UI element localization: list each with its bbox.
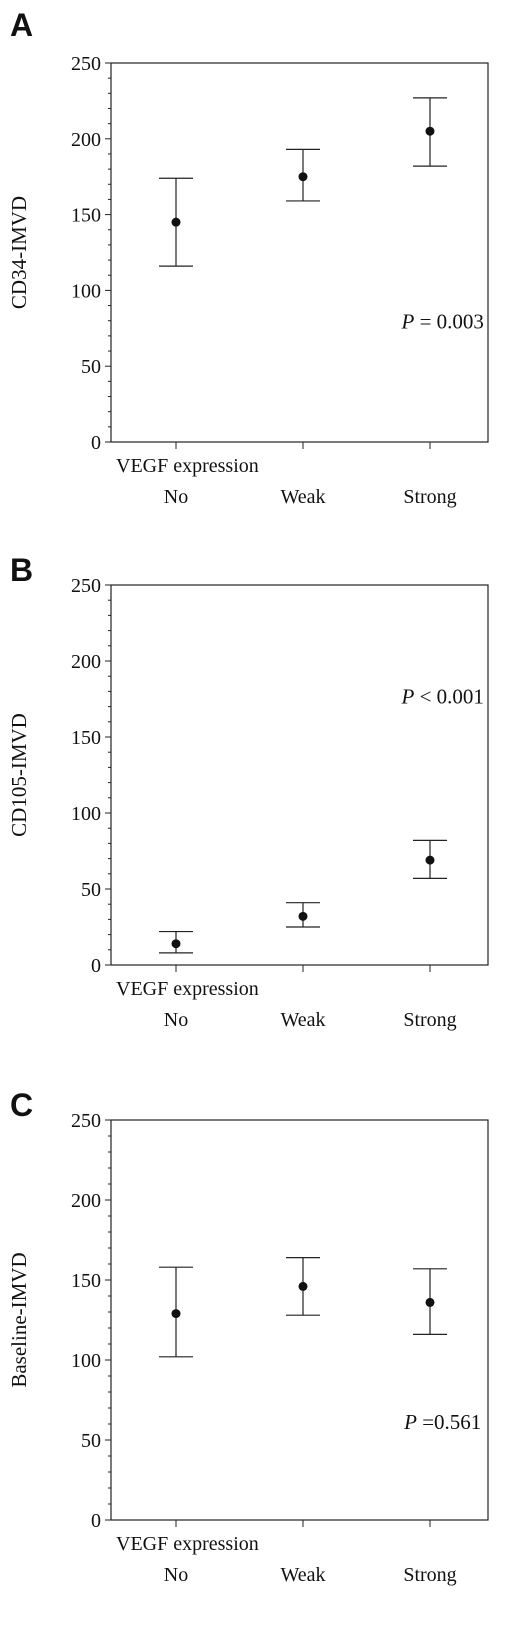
y-tick-label: 250 [71, 575, 101, 597]
p-symbol: P [403, 1410, 417, 1434]
y-tick-label: 100 [71, 280, 101, 302]
plot-frame [110, 584, 489, 966]
y-tick-label: 150 [71, 1270, 101, 1292]
error-bar-weak [286, 1256, 320, 1316]
category-label: Weak [280, 486, 325, 508]
y-axis-label: Baseline-IMVD [7, 1252, 31, 1387]
x-axis-label: VEGF expression [116, 1533, 259, 1555]
y-tick-label: 150 [71, 727, 101, 749]
y-tick-label: 0 [91, 432, 101, 454]
error-bar-weak [286, 148, 320, 202]
y-tick-label: 50 [81, 356, 101, 378]
y-tick-label: 200 [71, 651, 101, 673]
category-label: Weak [280, 1564, 325, 1586]
p-value-text: < 0.001 [414, 685, 484, 709]
y-axis-label: CD105-IMVD [7, 713, 31, 837]
panel-c: C 0 50 100 150 200 250 Baseline-IMVD VEGF expres… [7, 1087, 489, 1586]
y-tick-label: 0 [91, 1510, 101, 1532]
x-axis-label: VEGF expression [116, 455, 259, 477]
y-tick-label: 100 [71, 803, 101, 825]
y-tick-label: 250 [71, 1110, 101, 1132]
y-tick-label: 50 [81, 1430, 101, 1452]
category-label: Strong [403, 1009, 456, 1031]
mean-point [425, 1297, 435, 1307]
mean-point [298, 172, 308, 182]
category-label: No [164, 1009, 188, 1031]
plot-frame [110, 1119, 489, 1521]
panel-a: A 0 50 100 150 200 250 CD34-IMVD VEGF expression… [7, 7, 489, 508]
mean-point [171, 217, 181, 227]
y-tick-label: 250 [71, 53, 101, 75]
mean-point [298, 911, 308, 921]
p-value-annotation: P = 0.003 [400, 309, 483, 333]
category-label: No [164, 1564, 188, 1586]
p-value-annotation: P < 0.001 [400, 685, 483, 709]
y-tick-label: 150 [71, 205, 101, 227]
category-label: Strong [403, 1564, 456, 1586]
p-symbol: P [400, 685, 414, 709]
p-value-text: = 0.003 [414, 309, 484, 333]
mean-point [171, 939, 181, 949]
y-tick-label: 200 [71, 1190, 101, 1212]
error-bar-no [159, 177, 193, 267]
mean-point [425, 855, 435, 865]
mean-point [425, 126, 435, 136]
p-value-annotation: P =0.561 [403, 1410, 481, 1434]
category-label: No [164, 486, 188, 508]
panel-b: B 0 50 100 150 200 250 CD105-IMVD VEGF expressio… [7, 552, 489, 1031]
mean-point [171, 1309, 181, 1319]
error-bar-no [159, 930, 193, 954]
y-tick-label: 50 [81, 879, 101, 901]
x-axis-label: VEGF expression [116, 978, 259, 1000]
error-bar-strong [413, 1268, 447, 1336]
y-tick-label: 100 [71, 1350, 101, 1372]
category-label: Strong [403, 486, 456, 508]
error-bar-no [159, 1266, 193, 1358]
category-label: Weak [280, 1009, 325, 1031]
y-tick-label: 200 [71, 129, 101, 151]
p-value-text: =0.561 [417, 1410, 481, 1434]
panel-label: A [10, 7, 33, 43]
panel-label: C [10, 1087, 33, 1123]
panel-label: B [10, 552, 33, 588]
y-axis-label: CD34-IMVD [7, 196, 31, 309]
error-bar-strong [413, 97, 447, 167]
error-bar-strong [413, 839, 447, 879]
plot-frame [110, 62, 489, 443]
y-tick-label: 0 [91, 955, 101, 977]
error-bar-weak [286, 902, 320, 928]
p-symbol: P [400, 309, 414, 333]
mean-point [298, 1281, 308, 1291]
